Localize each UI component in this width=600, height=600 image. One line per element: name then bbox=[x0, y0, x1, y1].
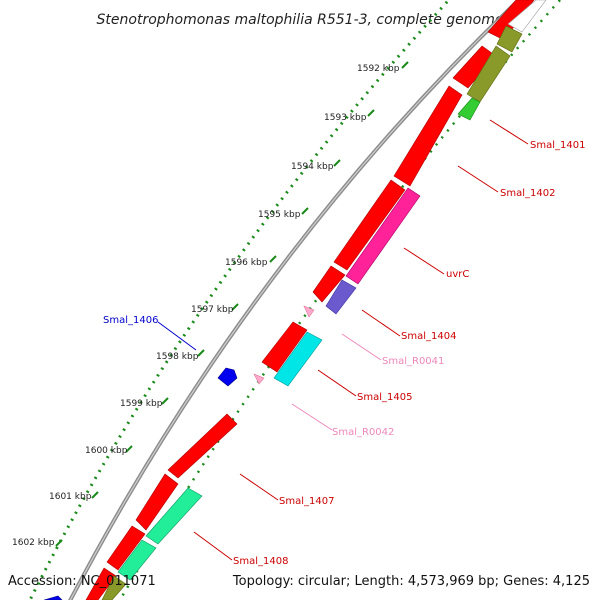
leader-line bbox=[341, 333, 382, 361]
gene-label-leaders bbox=[157, 119, 529, 561]
map-title: Stenotrophomonas maltophilia R551-3, com… bbox=[97, 12, 504, 28]
gene-feature bbox=[43, 595, 63, 600]
ruler-label: 1602 kbp bbox=[12, 538, 55, 548]
ruler-label: 1600 kbp bbox=[85, 446, 128, 456]
gene-feature bbox=[325, 279, 357, 315]
gene-label-smal-1405: Smal_1405 bbox=[357, 392, 412, 403]
gene-feature bbox=[507, 0, 547, 33]
gene-feature bbox=[106, 525, 146, 571]
gene-feature bbox=[496, 25, 523, 53]
ruler-tick bbox=[197, 349, 205, 357]
ruler-tick bbox=[125, 445, 133, 453]
ruler-tick bbox=[161, 397, 169, 405]
gene-feature bbox=[333, 179, 406, 271]
ruler-arc bbox=[28, 0, 451, 600]
gene-feature bbox=[85, 567, 117, 600]
gene-label-smal-1407: Smal_1407 bbox=[279, 496, 334, 507]
gene-feature bbox=[101, 575, 127, 600]
ruler-label: 1595 kbp bbox=[258, 210, 301, 220]
ruler-label: 1594 kbp bbox=[291, 162, 334, 172]
leader-line bbox=[317, 369, 357, 397]
leader-line bbox=[361, 309, 401, 337]
gene-feature bbox=[217, 367, 238, 387]
accession-text: Accession: NC_011071 bbox=[8, 574, 156, 589]
ruler-label: 1601 kbp bbox=[49, 492, 92, 502]
leader-line bbox=[239, 473, 279, 501]
gene-feature bbox=[452, 45, 497, 89]
genome-backbone-highlight bbox=[69, 0, 520, 600]
ruler-label: 1598 kbp bbox=[156, 352, 199, 362]
gene-feature bbox=[145, 487, 203, 545]
leader-line bbox=[157, 321, 197, 351]
ruler-tick bbox=[333, 159, 341, 167]
gene-feature bbox=[167, 413, 238, 479]
gene-label-smal-1402: Smal_1402 bbox=[500, 188, 555, 199]
rna-gene-feature bbox=[303, 305, 315, 318]
ruler-label: 1597 kbp bbox=[191, 305, 234, 315]
gene-label-uvrc: uvrC bbox=[446, 269, 469, 280]
ruler-tick bbox=[91, 491, 99, 499]
gene-label-smal-r0042: Smal_R0042 bbox=[332, 427, 394, 438]
ruler-ticks bbox=[55, 61, 409, 547]
forward-strand-genes bbox=[85, 0, 535, 600]
ruler-label: 1592 kbp bbox=[357, 64, 400, 74]
reverse-strand-genes bbox=[101, 0, 547, 600]
ruler-label: 1599 kbp bbox=[120, 399, 163, 409]
leader-line bbox=[291, 403, 333, 431]
leader-line bbox=[193, 531, 233, 561]
gene-feature bbox=[273, 331, 323, 387]
gene-label-smal-1406: Smal_1406 bbox=[103, 315, 158, 326]
gene-labels: Smal_1401 Smal_1402 uvrC Smal_1404 Smal_… bbox=[103, 140, 585, 567]
gene-feature bbox=[393, 85, 463, 187]
ruler-tick bbox=[367, 109, 375, 117]
ruler-tick bbox=[55, 539, 63, 547]
gene-feature bbox=[457, 97, 481, 121]
gene-feature bbox=[117, 539, 157, 581]
ruler-labels: 1592 kbp 1593 kbp 1594 kbp 1595 kbp 1596… bbox=[12, 64, 400, 548]
leader-line bbox=[457, 165, 499, 193]
gene-label-smal-1401: Smal_1401 bbox=[530, 140, 585, 151]
gene-feature bbox=[312, 265, 346, 303]
genome-backbone bbox=[68, 0, 522, 600]
topology-text: Topology: circular; Length: 4,573,969 bp… bbox=[232, 574, 590, 589]
gene-feature bbox=[135, 473, 179, 531]
gene-feature bbox=[345, 187, 421, 285]
leader-line bbox=[403, 247, 445, 275]
rna-gene-feature bbox=[253, 373, 265, 385]
gene-label-smal-1408: Smal_1408 bbox=[233, 556, 288, 567]
gene-feature bbox=[261, 321, 308, 373]
ruler-tick bbox=[401, 61, 409, 69]
ruler-label: 1596 kbp bbox=[225, 258, 268, 268]
ruler-tick bbox=[301, 207, 309, 215]
ruler-tick bbox=[231, 303, 239, 311]
ruler-tick bbox=[269, 255, 277, 263]
ruler-label: 1593 kbp bbox=[324, 113, 367, 123]
gene-label-smal-r0041: Smal_R0041 bbox=[382, 356, 444, 367]
gene-label-smal-1404: Smal_1404 bbox=[401, 331, 456, 342]
leader-line bbox=[489, 119, 529, 145]
